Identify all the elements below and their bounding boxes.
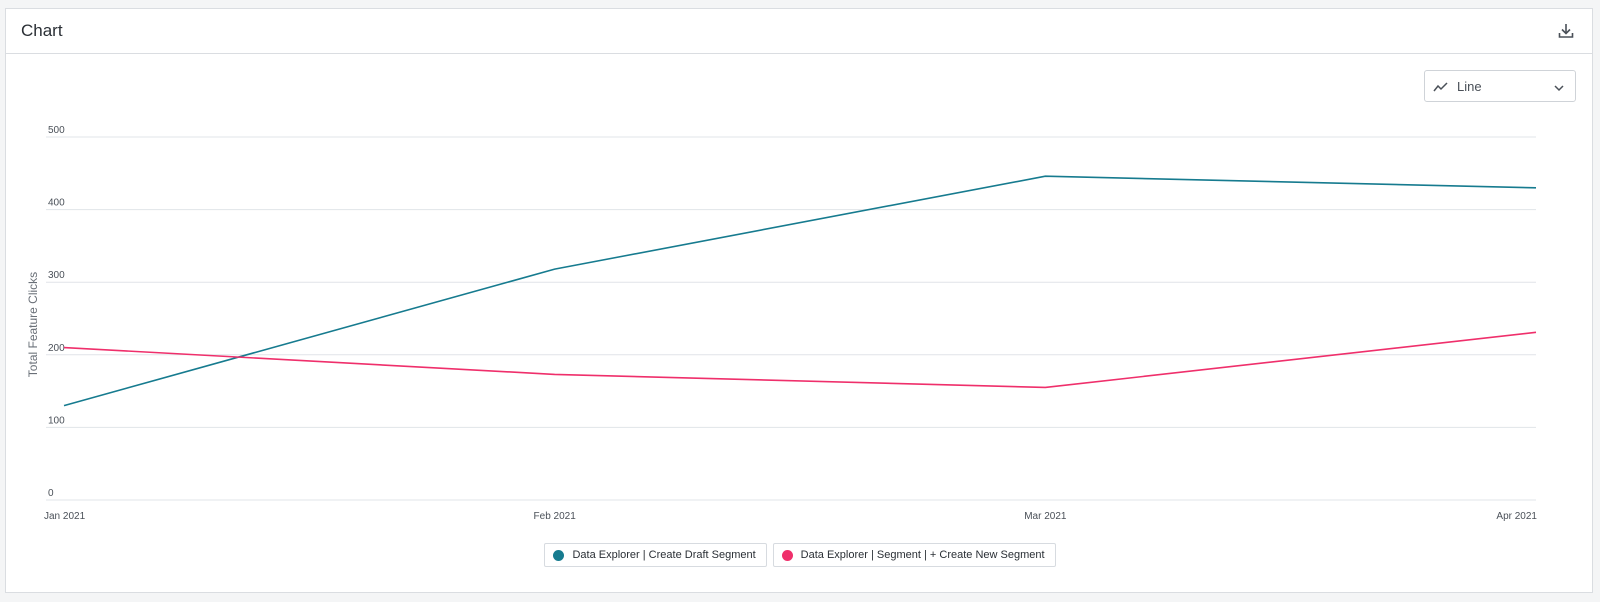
chevron-down-icon (1553, 81, 1565, 93)
y-tick-label: 100 (48, 415, 65, 426)
x-tick-label: Apr 2021 (1496, 511, 1537, 522)
chart-legend: Data Explorer | Create Draft Segment Data… (6, 543, 1594, 567)
legend-item[interactable]: Data Explorer | Create Draft Segment (544, 543, 767, 567)
y-tick-label: 400 (48, 198, 65, 209)
download-icon[interactable] (1556, 21, 1576, 41)
series-line (63, 331, 1537, 389)
y-tick-label: 200 (48, 343, 65, 354)
legend-item[interactable]: Data Explorer | Segment | + Create New S… (772, 543, 1056, 567)
series-line (63, 175, 1537, 407)
line-chart: 0 100 200 300 400 500 Total Feature Clicks Jan … (26, 125, 1537, 522)
x-tick-label: Jan 2021 (44, 511, 86, 522)
chart-type-label: Line (1457, 79, 1482, 94)
x-tick-label: Mar 2021 (1024, 511, 1067, 522)
y-axis-title: Total Feature Clicks (26, 272, 40, 377)
line-chart-icon (1433, 80, 1449, 94)
y-tick-label: 0 (48, 488, 54, 499)
legend-swatch (553, 549, 565, 561)
legend-label: Data Explorer | Create Draft Segment (572, 549, 756, 561)
chart-type-select[interactable]: Line (1424, 70, 1576, 102)
card-header: Chart (6, 9, 1592, 54)
legend-label: Data Explorer | Segment | + Create New S… (800, 549, 1045, 561)
x-tick-label: Feb 2021 (534, 511, 577, 522)
y-tick-label: 300 (48, 270, 65, 281)
chart-card: Chart Line 0 100 200 300 400 500 Total Feature… (5, 8, 1593, 593)
y-tick-label: 500 (48, 125, 65, 136)
legend-swatch (781, 549, 793, 561)
card-title: Chart (21, 21, 63, 40)
